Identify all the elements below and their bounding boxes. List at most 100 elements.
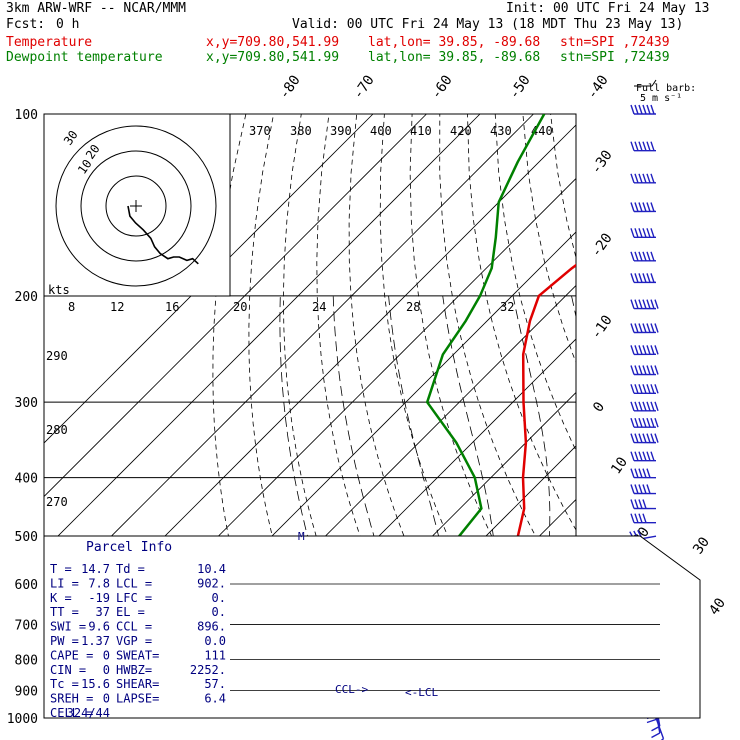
wind-barb-flag	[642, 141, 647, 151]
isotherm-label: -30	[588, 147, 616, 177]
wind-barb-flag	[646, 401, 651, 412]
dewpoint-latlon: lat,lon= 39.85, -89.68	[368, 50, 541, 65]
wind-barb-flag	[650, 299, 655, 309]
wind-barb-flag	[646, 323, 651, 333]
wind-barb-flag	[646, 173, 651, 184]
pressure-tick-label: 500	[15, 530, 38, 545]
wind-barb-flag	[630, 484, 635, 494]
parcel-info-key: LCL =	[116, 576, 152, 590]
wind-barb-flag	[634, 202, 639, 212]
parcel-info-key: CIN =	[50, 663, 86, 677]
fcst-value: 0 h	[56, 17, 80, 32]
parcel-info-value: 0	[103, 663, 110, 677]
pressure-tick-label: 400	[15, 472, 38, 487]
fcst-label: Fcst:	[6, 17, 46, 32]
wind-barb-flag	[638, 384, 643, 394]
wind-barb-flag	[638, 401, 643, 412]
wind-barb-flag	[634, 451, 639, 461]
wind-barb-flag	[630, 345, 635, 355]
pressure-tick-label: 900	[15, 684, 38, 699]
isotherm-label: -40	[584, 72, 612, 102]
parcel-info-value: 37	[96, 605, 110, 619]
wind-barb-flag	[638, 484, 643, 494]
theta-label: 430	[490, 124, 512, 138]
parcel-info-key: CAPE =	[50, 648, 93, 662]
theta-label: 370	[249, 124, 271, 138]
wind-barb-flag	[642, 365, 647, 375]
wind-barb-flag	[634, 141, 639, 151]
isotherm-label: -20	[588, 230, 616, 260]
wind-barb-flag	[638, 202, 643, 212]
parcel-info-key: TT =	[50, 605, 79, 619]
wind-barb-flag	[654, 417, 659, 428]
isotherm-label: 30	[690, 534, 713, 557]
wind-barb-flag	[654, 299, 659, 309]
wind-barb-flag	[630, 365, 635, 375]
parcel-info-value: 7.8	[88, 576, 110, 590]
wind-barb-flag	[634, 173, 639, 184]
parcel-info-value: 14.7	[81, 562, 110, 576]
wind-barb-flag	[650, 228, 655, 238]
wind-barb-flag	[650, 141, 655, 151]
parcel-info-value: -19	[88, 591, 110, 605]
wind-barb-flag	[634, 251, 639, 262]
parcel-info-title: Parcel Info	[86, 540, 172, 555]
wind-barb-flag	[642, 202, 647, 212]
wind-barb-flag	[638, 141, 643, 151]
wind-barb-flag	[654, 384, 659, 394]
parcel-info-key: Td =	[116, 562, 145, 576]
parcel-info-value: 902.	[197, 576, 226, 590]
wind-barb-flag	[642, 104, 647, 115]
dry-adiabat	[717, 114, 740, 718]
isotherm-label: 40	[706, 595, 729, 618]
pressure-tick-label: 600	[15, 578, 38, 593]
parcel-info-value: 0	[103, 648, 110, 662]
legend-temperature: Temperature	[6, 35, 93, 50]
wind-barb-flag	[642, 417, 647, 428]
ccl-annotation: CCL->	[335, 683, 368, 696]
wind-barb-staff	[655, 717, 665, 739]
level-marker: M	[298, 530, 305, 543]
isotherm-line	[44, 114, 374, 444]
wind-barb-flag	[642, 345, 647, 355]
hodograph-panel	[43, 113, 231, 297]
lcl-annotation: <-LCL	[405, 686, 438, 699]
isotherm-label: -50	[506, 72, 534, 102]
wind-barb-flag	[646, 484, 651, 494]
wind-barb-flag	[638, 104, 643, 115]
mixing-ratio-label: 12	[110, 300, 124, 314]
wind-barb-flag	[642, 433, 647, 443]
legend-dewpoint: Dewpoint temperature	[6, 50, 163, 65]
parcel-info-value: 0	[103, 692, 110, 706]
dry-adiabat	[467, 114, 576, 531]
wind-barb-flag	[654, 365, 659, 375]
wind-barb-flag	[646, 228, 651, 238]
theta-label: 380	[290, 124, 312, 138]
hodograph-ring-label: 30	[61, 128, 81, 148]
wind-barb-flag	[638, 417, 643, 428]
parcel-info-value: 1.37	[81, 634, 110, 648]
wind-barb-flag	[634, 104, 639, 115]
barb-key-unit: 5 m s⁻¹	[640, 93, 682, 104]
wind-barb-flag	[630, 323, 635, 333]
mixing-ratio-label: 24	[312, 300, 326, 314]
mixing-ratio-label: 20	[233, 300, 247, 314]
wind-barb-flag	[638, 451, 643, 461]
wind-barb-flag	[642, 323, 647, 333]
wind-barb-flag	[638, 499, 643, 509]
wind-barb-flag	[634, 345, 639, 355]
wind-barb-flag	[650, 202, 655, 212]
parcel-info-key: SWEAT=	[116, 648, 159, 662]
wind-barb-flag	[654, 345, 659, 355]
parcel-info-value: 10.4	[197, 562, 226, 576]
mixing-ratio-label: 8	[68, 300, 75, 314]
parcel-info-value: 111	[204, 648, 226, 662]
wind-barb-flag	[634, 499, 639, 509]
wind-barb-flag	[638, 513, 643, 523]
wind-barb-flag	[646, 345, 651, 355]
isotherm-line	[44, 114, 427, 498]
wind-barb-flag	[642, 173, 647, 184]
mixing-ratio-label: 28	[406, 300, 420, 314]
isotherm-label: -80	[276, 72, 304, 102]
